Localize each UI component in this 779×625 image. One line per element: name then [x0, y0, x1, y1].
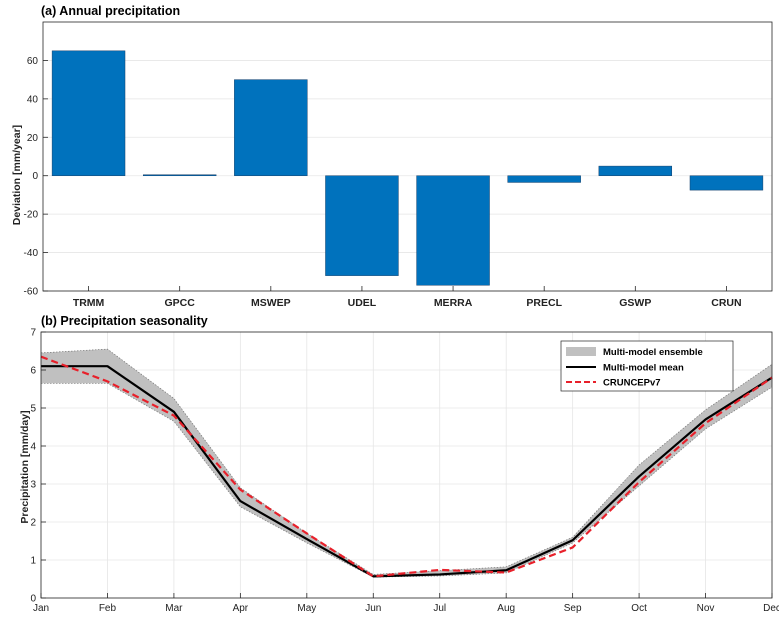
panel-a-title: (a) Annual precipitation: [41, 4, 180, 18]
panel-b-y-tick-label: 5: [30, 404, 36, 415]
cruncep-line: [40, 355, 773, 578]
panel-b-y-label: Precipitation [mm/day]: [19, 410, 31, 523]
panel-b-y-tick-label: 7: [30, 328, 36, 339]
panel-b-y-tick-label: 6: [30, 366, 36, 377]
panel-a-y-tick-label: 0: [32, 171, 38, 182]
multi-model-mean-line: [41, 365, 773, 578]
panel-b-lines: [40, 355, 773, 578]
ensemble-lower-edge: [41, 382, 773, 578]
panel-a-x-tick-label: GSWP: [619, 297, 651, 309]
panel-a-x-tick-label: GPCC: [165, 297, 196, 309]
panel-b-x-tick-label: Nov: [697, 603, 715, 614]
panel-a-x-ticks: TRMM GPCC MSWEP UDEL MERRA PRECL GSWP CRUN: [73, 286, 742, 309]
legend-ensemble-swatch: [566, 347, 596, 356]
panel-b-x-tick-label: Jan: [33, 603, 49, 614]
bar-trmm: [51, 50, 126, 176]
panel-a-y-tick-label: 60: [27, 56, 39, 67]
panel-a-x-tick-label: MERRA: [434, 297, 473, 309]
panel-b-y-tick-label: 0: [30, 594, 36, 605]
panel-a-x-tick-label: MSWEP: [251, 297, 291, 309]
ensemble-band: [41, 349, 772, 578]
panel-a-y-tick-label: 40: [27, 94, 39, 105]
legend-mean-label: Multi-model mean: [603, 363, 684, 374]
panel-b-title: (b) Precipitation seasonality: [41, 314, 208, 328]
bar-crun: [689, 175, 764, 191]
panel-b-x-tick-label: Dec: [763, 603, 779, 614]
panel-a-y-tick-label: 20: [27, 133, 39, 144]
panel-b-y-tick-label: 2: [30, 518, 36, 529]
panel-a-x-tick-label: UDEL: [348, 297, 377, 309]
panel-a-bars: [51, 50, 764, 286]
panel-b-x-tick-label: Jul: [433, 603, 446, 614]
legend: Multi-model ensemble Multi-model mean CR…: [560, 340, 734, 392]
panel-b-x-tick-label: Jun: [365, 603, 381, 614]
panel-a-y-ticks: -60 -40 -20 0 20 40 60: [24, 56, 48, 298]
panel-b-y-tick-label: 3: [30, 480, 36, 491]
panel-b-axes-box: [40, 331, 773, 599]
panel-b-ensemble: [40, 348, 773, 578]
bar-merra: [416, 175, 490, 286]
panel-a-x-tick-label: CRUN: [711, 297, 741, 309]
bar-gpcc: [142, 174, 217, 177]
bar-precl: [507, 175, 581, 183]
ensemble-upper-edge: [40, 348, 773, 575]
panel-b-x-tick-label: Aug: [497, 603, 515, 614]
legend-ensemble-label: Multi-model ensemble: [603, 347, 703, 358]
panel-b-x-tick-label: Feb: [99, 603, 117, 614]
panel-a-x-tick-label: TRMM: [73, 297, 105, 309]
panel-b-x-tick-label: May: [297, 603, 316, 614]
bar-gswp: [598, 165, 673, 176]
panel-a-y-tick-label: -60: [24, 287, 39, 298]
panel-b-x-tick-label: Sep: [564, 603, 582, 614]
panel-a-y-label: Deviation [mm/year]: [11, 125, 23, 225]
panel-b-x-ticks: Jan Feb Mar Apr May Jun Jul Aug Sep Oct Nov Dec: [33, 593, 779, 614]
bar-mswep: [234, 79, 308, 176]
panel-a-y-tick-label: -40: [24, 248, 39, 259]
panel-b-x-tick-label: Oct: [631, 603, 647, 614]
panel-a-x-tick-label: PRECL: [526, 297, 562, 309]
legend-cruncep-label: CRUNCEPv7: [603, 378, 661, 389]
panel-a-y-tick-label: -20: [24, 210, 39, 221]
panel-b-x-tick-label: Apr: [233, 603, 249, 614]
bar-udel: [325, 175, 399, 276]
panel-a-axes-box: [42, 21, 773, 292]
panel-b-y-tick-label: 4: [30, 442, 36, 453]
panel-b-x-tick-label: Mar: [165, 603, 183, 614]
panel-b-y-tick-label: 1: [30, 556, 36, 567]
